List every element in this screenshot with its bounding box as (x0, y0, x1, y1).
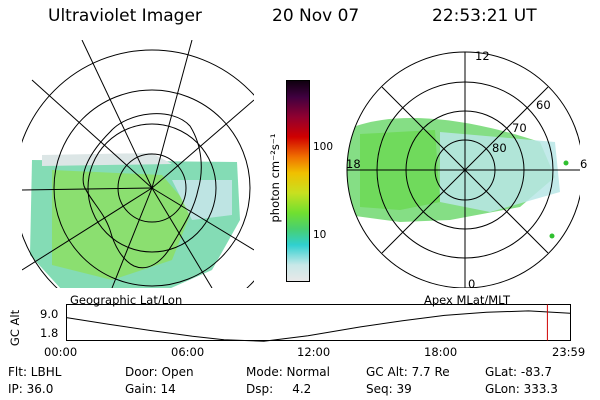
left-panel-label: Geographic Lat/Lon (70, 293, 183, 307)
date-label: 20 Nov 07 (272, 6, 360, 26)
filter-info: Flt: LBHL (8, 365, 62, 379)
magnetic-polar-panel (346, 51, 580, 288)
mlt-label-left: 18 (346, 157, 361, 171)
mlat-label-80: 80 (492, 141, 507, 155)
mlt-label-top: 12 (475, 49, 490, 63)
colorbar-tick-10: 10 (313, 229, 327, 241)
altitude-xtick-2: 12:00 (297, 345, 331, 359)
altitude-axis-label: GC Alt (8, 309, 22, 347)
colorbar (286, 80, 310, 282)
colorbar-unit-label: photon cm⁻²s⁻¹ (268, 133, 282, 223)
altitude-xtick-3: 18:00 (424, 345, 458, 359)
mlt-label-right: 6 (580, 157, 588, 171)
instrument-title: Ultraviolet Imager (48, 6, 202, 26)
seq-info: Seq: 39 (366, 382, 412, 396)
altitude-xtick-4: 23:59 (552, 345, 586, 359)
ip-info: IP: 36.0 (8, 382, 54, 396)
altitude-ytick-min: 1.8 (40, 326, 59, 340)
emission-dot (549, 233, 555, 239)
emission-dot (563, 160, 569, 166)
mode-info: Mode: Normal (246, 365, 330, 379)
right-panel-label: Apex MLat/MLT (424, 293, 511, 307)
colorbar-tick-100: 100 (313, 141, 334, 153)
altitude-xtick-1: 06:00 (171, 345, 205, 359)
altitude-plot-frame (66, 304, 571, 341)
altitude-ytick-max: 9.0 (40, 307, 59, 321)
continent-outline (82, 113, 202, 269)
gain-info: Gain: 14 (125, 382, 176, 396)
geographic-image-panel (22, 40, 254, 288)
gc-alt-info: GC Alt: 7.7 Re (366, 365, 450, 379)
altitude-xtick-0: 00:00 (44, 345, 78, 359)
altitude-plot (66, 304, 571, 342)
glon-info: GLon: 333.3 (485, 382, 558, 396)
time-label: 22:53:21 UT (432, 6, 537, 26)
mlat-label-60: 60 (536, 98, 551, 112)
glat-info: GLat: -83.7 (485, 365, 552, 379)
dsp-info: Dsp: 4.2 (246, 382, 312, 396)
door-info: Door: Open (125, 365, 194, 379)
altitude-curve (66, 310, 571, 342)
mlt-label-bottom: 0 (468, 277, 476, 291)
mlat-label-70: 70 (512, 121, 527, 135)
